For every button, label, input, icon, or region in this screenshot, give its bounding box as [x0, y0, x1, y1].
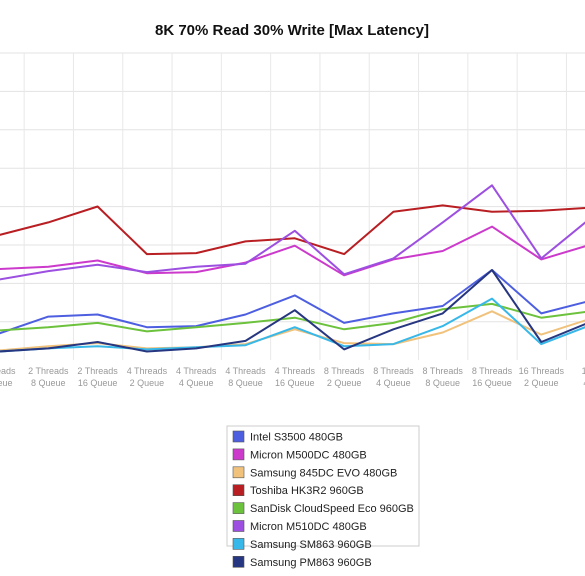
series-line	[0, 297, 585, 353]
legend-swatch	[232, 484, 245, 497]
legend-label: Samsung 845DC EVO 480GB	[250, 467, 397, 479]
series-line	[0, 269, 585, 353]
x-tick-label: 8 Threads 2 Queue	[324, 366, 365, 388]
legend-swatch	[232, 538, 245, 550]
x-tick-label: 4 Threads 4 Queue	[176, 366, 217, 388]
x-tick-label: 4 Threads 16 Queue	[275, 366, 316, 388]
x-tick-label: 8 Threads 8 Queue	[423, 366, 464, 388]
x-tick-label: 16 Threads 2 Queue	[519, 366, 565, 388]
legend-swatch	[232, 466, 245, 479]
legend-label: Micron M510DC 480GB	[250, 521, 367, 533]
legend-label: Samsung PM863 960GB	[250, 557, 372, 569]
x-tick-label: 4 Threads 8 Queue	[225, 366, 266, 388]
x-tick-label: 4 Threads 2 Queue	[127, 366, 168, 388]
gridlines	[0, 52, 585, 360]
chart-title: 8K 70% Read 30% Write [Max Latency]	[155, 22, 429, 39]
x-tick-label: 16 T4 Q	[582, 366, 585, 388]
x-tick-label: 2 Threads 16 Queue	[77, 366, 118, 388]
series-line	[0, 302, 585, 333]
legend-swatch	[232, 555, 245, 568]
legend-box	[226, 425, 420, 547]
legend-label: SanDisk CloudSpeed Eco 960GB	[250, 503, 414, 515]
series-line	[0, 225, 585, 277]
x-tick-label: ThreadsQueue	[0, 366, 16, 388]
legend-swatch	[232, 520, 245, 532]
legend-label: Toshiba HK3R2 960GB	[250, 485, 364, 497]
x-tick-label: 2 Threads 8 Queue	[28, 366, 69, 388]
legend-swatch	[232, 430, 245, 443]
legend-swatch	[232, 448, 245, 461]
legend-label: Micron M500DC 480GB	[250, 449, 367, 461]
plot-area	[0, 184, 585, 353]
legend-label: Samsung SM863 960GB	[250, 539, 372, 551]
legend-swatch	[232, 502, 245, 514]
series-line	[0, 310, 585, 352]
legend: Intel S3500 480GB Micron M500DC 480GB Sams…	[226, 425, 420, 569]
legend-label: Intel S3500 480GB	[250, 432, 343, 444]
x-tick-label: 8 Threads 4 Queue	[373, 366, 414, 388]
x-tick-label: 8 Threads 16 Queue	[472, 366, 513, 388]
series-line	[0, 184, 585, 281]
series-line	[0, 204, 585, 256]
